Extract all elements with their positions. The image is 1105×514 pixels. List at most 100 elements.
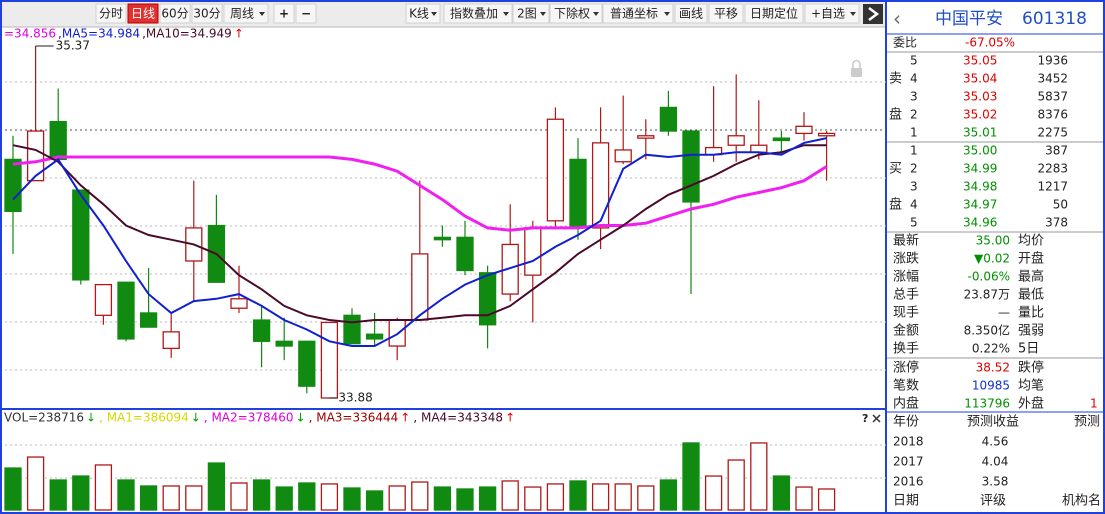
candle-body — [139, 312, 158, 328]
toolbar-button[interactable] — [674, 3, 708, 24]
book-price: 35.05 — [963, 54, 997, 68]
toolbar-button[interactable] — [512, 3, 550, 24]
stat-label: 量比 — [1018, 306, 1044, 321]
book-volume: 1217 — [1037, 180, 1068, 194]
toolbar-label[interactable]: 日线 — [131, 7, 155, 21]
toolbar-label[interactable]: 下除权 — [554, 6, 590, 21]
candle-body — [343, 314, 361, 345]
toolbar-button[interactable] — [804, 3, 860, 24]
lock-icon[interactable] — [851, 68, 862, 77]
book-side-label: 盘 — [889, 107, 902, 123]
moving-average — [12, 155, 828, 232]
high-label: 35.37 — [56, 39, 90, 53]
book-volume: 3452 — [1037, 72, 1068, 86]
book-side-label: 买 — [889, 162, 902, 177]
candle-body — [524, 227, 542, 276]
toolbar-button[interactable] — [223, 3, 269, 24]
volume-bar — [117, 479, 135, 511]
indicator-arrow: ↑ — [234, 27, 244, 41]
toolbar-button[interactable] — [191, 3, 223, 24]
stat-label: 最高 — [1018, 269, 1044, 285]
indicator-label: ,MA10=34.949 — [142, 27, 232, 41]
toolbar-label[interactable]: + — [279, 7, 289, 21]
toolbar-button[interactable] — [549, 3, 603, 24]
candle-body — [637, 135, 655, 139]
forecast-cell: 2017 — [893, 455, 924, 469]
toolbar-label[interactable]: 日期定位 — [750, 6, 798, 21]
toolbar-button[interactable] — [602, 3, 674, 24]
stock-name: 中国平安 — [935, 9, 1003, 29]
toolbar-label[interactable]: +自选 — [811, 7, 845, 21]
indicator-arrow: ↓ — [296, 411, 306, 425]
toolbar-button[interactable] — [127, 3, 159, 24]
stat-value: — — [998, 306, 1010, 320]
toolbar-label[interactable]: 普通坐标 — [610, 7, 658, 21]
volume-bar — [94, 464, 113, 511]
candle-body — [72, 189, 90, 281]
book-price: 34.98 — [963, 180, 997, 194]
volume-bar — [275, 486, 293, 511]
indicator-arrow: ↑ — [400, 411, 410, 425]
toolbar-label[interactable]: 周线 — [230, 7, 254, 21]
book-volume: 378 — [1045, 216, 1068, 230]
dropdown-arrow — [540, 12, 546, 16]
book-price: 35.04 — [963, 72, 997, 86]
volume-bar — [501, 480, 519, 511]
book-price: 34.99 — [963, 162, 997, 176]
toolbar-button[interactable] — [405, 3, 441, 24]
indicator-label: VOL=238716 — [4, 411, 84, 425]
book-volume: 2275 — [1037, 126, 1068, 140]
help-icon[interactable]: ? — [862, 412, 868, 425]
stat-label: 开盘 — [1018, 251, 1044, 267]
candle-body — [298, 340, 316, 387]
toolbar-label[interactable]: 画线 — [679, 7, 703, 21]
indicator-label: =34.856 — [4, 27, 56, 41]
dropdown-arrow — [503, 12, 509, 16]
toolbar-label[interactable]: 分时 — [99, 7, 123, 21]
toolbar-button[interactable] — [295, 3, 317, 24]
close-icon[interactable] — [872, 414, 881, 423]
stat-label: 均笔 — [1018, 378, 1044, 394]
volume-bar — [817, 488, 836, 511]
volume-bar — [298, 482, 316, 511]
volume-bar — [230, 482, 248, 511]
forecast-cell: 3.58 — [982, 475, 1009, 489]
toolbar-button[interactable] — [443, 3, 513, 24]
candle-body — [320, 321, 339, 399]
candle-body — [750, 144, 768, 153]
toolbar-label[interactable]: 指数叠加 — [450, 6, 498, 21]
dropdown-arrow — [850, 12, 856, 16]
candle-body — [478, 272, 497, 326]
toolbar-label[interactable]: − — [301, 7, 311, 21]
collapse-button[interactable] — [863, 4, 883, 24]
book-price: 35.02 — [963, 108, 997, 122]
book-volume: 1936 — [1037, 54, 1068, 68]
volume-bar — [704, 475, 723, 511]
indicator-label: , MA2=378460 — [204, 411, 294, 425]
toolbar-label[interactable]: 2图 — [517, 7, 537, 21]
book-level: 1 — [910, 126, 918, 140]
book-level: 3 — [910, 90, 918, 104]
back-icon[interactable]: ‹ — [893, 7, 901, 31]
stock-code: 601318 — [1022, 9, 1087, 29]
volume-bar — [26, 456, 45, 511]
book-price: 34.97 — [963, 198, 997, 212]
toolbar-button[interactable] — [273, 3, 295, 24]
toolbar-label[interactable]: 30分 — [193, 7, 220, 21]
toolbar-label[interactable]: K线 — [409, 7, 429, 21]
toolbar-label[interactable]: 平移 — [714, 7, 738, 21]
toolbar-label[interactable]: 60分 — [161, 7, 188, 21]
stat-label: 外盘 — [1018, 396, 1044, 412]
volume-bar — [659, 479, 678, 511]
toolbar-button[interactable] — [744, 3, 804, 24]
stat-value: 0.22% — [972, 342, 1010, 356]
toolbar-button[interactable] — [95, 3, 127, 24]
forecast-header: 评级 — [980, 494, 1006, 509]
toolbar-button[interactable] — [159, 3, 191, 24]
toolbar-button[interactable] — [708, 3, 744, 24]
volume-bar — [456, 488, 474, 511]
candle-body — [817, 132, 836, 137]
candle-body — [727, 135, 745, 146]
candle-body — [94, 283, 113, 316]
